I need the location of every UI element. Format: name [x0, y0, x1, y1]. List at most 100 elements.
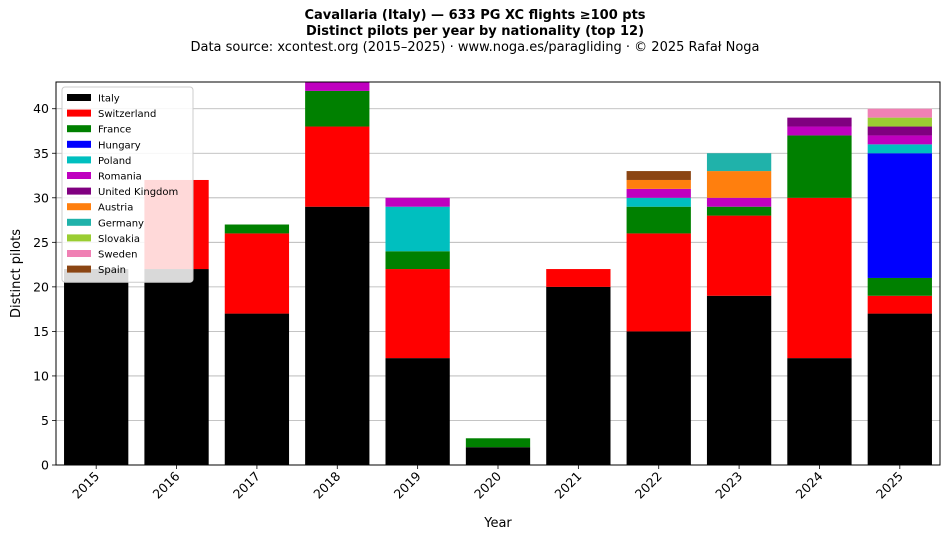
bar-segment [465, 447, 531, 465]
legend-swatch [67, 250, 91, 257]
bar-segment [385, 269, 450, 359]
chart-source: Data source: xcontest.org (2015–2025) · … [190, 40, 760, 55]
bar-segment [224, 224, 290, 234]
legend-label: Spain [98, 265, 126, 276]
y-tick-label: 30 [33, 190, 49, 205]
bar-segment [144, 269, 209, 465]
bar-segment [787, 126, 852, 136]
legend-label: Germany [98, 218, 144, 229]
legend-swatch [67, 125, 91, 133]
y-tick-label: 25 [33, 235, 49, 250]
bar-segment [626, 233, 691, 332]
bars [64, 82, 932, 465]
bar-segment [706, 206, 772, 216]
bar-segment [867, 108, 932, 118]
legend-swatch [67, 203, 91, 211]
bar-segment [867, 277, 932, 296]
bar-segment [305, 82, 370, 91]
x-tick-label: 2021 [551, 469, 584, 502]
bar-segment [706, 153, 772, 172]
y-tick-label: 40 [33, 101, 49, 116]
bar-segment [867, 144, 932, 154]
x-tick-label: 2017 [230, 469, 263, 502]
bar-segment [787, 197, 852, 359]
bar-segment [224, 313, 290, 465]
x-axis: 2015 2016 2017 2018 2019 2020 2021 2022 2023 2024… [69, 465, 906, 502]
bar-segment [867, 135, 932, 145]
bar-segment [867, 153, 932, 278]
legend-swatch [67, 140, 91, 148]
legend-box [61, 86, 194, 283]
legend-label: Italy [98, 94, 120, 105]
y-tick-label: 35 [33, 146, 49, 161]
x-tick-label: 2015 [69, 469, 102, 502]
x-tick-label: 2016 [150, 468, 183, 501]
bar-segment [787, 358, 852, 465]
bar-segment [867, 313, 932, 465]
legend-label: Slovakia [98, 234, 140, 245]
legend-label: Austria [98, 203, 133, 214]
x-tick-label: 2019 [391, 468, 424, 501]
y-tick-label: 5 [41, 413, 49, 428]
legend-swatch [67, 172, 91, 179]
y-tick-label: 0 [41, 458, 49, 473]
bar-segment [546, 269, 611, 287]
bar-segment [706, 197, 772, 207]
bar-segment [385, 206, 450, 252]
legend-label: France [98, 125, 131, 136]
bar-segment [305, 206, 370, 465]
legend-swatch [67, 234, 91, 242]
bar-segment [787, 135, 852, 198]
legend-label: Sweden [98, 250, 138, 261]
y-axis-label: Distinct pilots [9, 229, 24, 318]
bar-segment [465, 438, 531, 448]
legend-label: Switzerland [98, 109, 156, 120]
x-tick-label: 2025 [873, 469, 906, 502]
bar-segment [385, 358, 450, 465]
bar-segment [706, 215, 772, 296]
bar-segment [867, 117, 932, 127]
bar-segment [867, 126, 932, 136]
x-tick-label: 2024 [792, 468, 825, 501]
bar-segment [706, 171, 772, 198]
bar-segment [626, 331, 691, 465]
bar-segment [224, 233, 290, 314]
bar-segment [626, 197, 691, 207]
bar-segment [546, 286, 611, 465]
x-tick-label: 2022 [632, 469, 665, 502]
legend-label: Hungary [98, 140, 141, 151]
chart-subtitle: Distinct pilots per year by nationality … [305, 24, 645, 39]
bar-segment [64, 269, 129, 465]
bar-segment [626, 171, 691, 180]
bar-segment [787, 117, 852, 127]
y-axis: 0 5 10 15 20 25 30 35 40 [33, 101, 56, 473]
bar-segment [385, 251, 450, 270]
x-axis-label: Year [483, 516, 512, 531]
legend-label: Poland [98, 156, 131, 167]
legend-swatch [67, 265, 91, 273]
chart-titles: Cavallaria (Italy) — 633 PG XC flights ≥… [0, 8, 950, 56]
legend-swatch [67, 94, 91, 101]
x-tick-label: 2020 [471, 468, 504, 501]
y-tick-label: 20 [33, 279, 49, 294]
legend-swatch [67, 187, 91, 195]
bar-segment [305, 126, 370, 207]
legend-label: Romania [98, 172, 142, 183]
legend-swatch [67, 156, 91, 164]
bar-segment [706, 295, 772, 465]
bar-segment [626, 206, 691, 234]
bar-segment [867, 295, 932, 314]
y-tick-label: 10 [33, 368, 49, 383]
bar-segment [385, 197, 450, 207]
legend-swatch [67, 109, 91, 117]
y-tick-label: 15 [33, 324, 49, 339]
bar-segment [305, 90, 370, 127]
x-tick-label: 2023 [712, 469, 745, 502]
x-tick-label: 2018 [310, 468, 343, 501]
bar-segment [626, 179, 691, 189]
chart-title: Cavallaria (Italy) — 633 PG XC flights ≥… [304, 8, 646, 23]
legend: Italy Switzerland France Hungary Poland Roman… [61, 86, 194, 283]
legend-label: United Kingdom [98, 187, 178, 198]
legend-swatch [67, 218, 91, 226]
